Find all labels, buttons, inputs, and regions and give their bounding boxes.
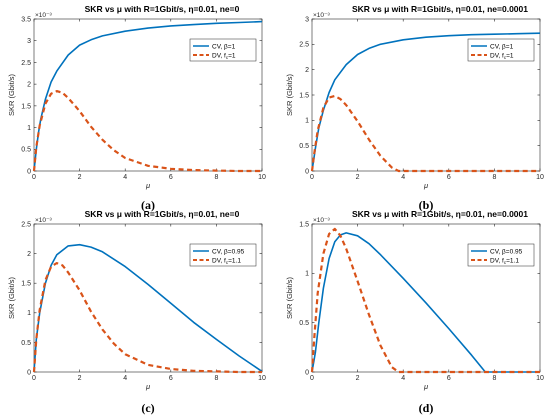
series-line-dv	[310, 94, 540, 173]
y-tick-label: 2	[27, 82, 31, 89]
x-tick-label: 2	[78, 375, 82, 382]
y-tick-label: 2.5	[21, 60, 31, 67]
y-tick-label: 0	[305, 369, 309, 376]
y-tick-label: 0.5	[21, 340, 31, 347]
x-tick-label: 6	[169, 375, 173, 382]
x-tick-label: 2	[78, 174, 82, 181]
legend-entry: CV, β=1	[490, 43, 514, 50]
y-tick-label: 0	[27, 369, 31, 376]
y-tick-label: 0.5	[299, 320, 309, 327]
legend-entry: DV, fc=1	[490, 52, 514, 60]
x-tick-label: 8	[214, 174, 218, 181]
series-line-dv	[32, 262, 262, 374]
x-tick-label: 10	[536, 174, 544, 181]
y-tick-label: 1	[305, 118, 309, 125]
panel-label: (a)	[141, 198, 155, 212]
y-axis-label: SKR (Gbit/s)	[7, 276, 16, 319]
legend: CV, β=1 DV, fc=1	[189, 38, 257, 62]
legend: CV, β=0.95 DV, fc=1.1	[467, 243, 535, 267]
x-tick-label: 4	[123, 174, 127, 181]
y-exponent-label: ×10⁻³	[313, 12, 330, 19]
x-tick-label: 4	[401, 174, 405, 181]
x-axis-label: μ	[145, 181, 150, 190]
y-tick-label: 1.5	[299, 92, 309, 99]
y-tick-label: 1	[27, 310, 31, 317]
chart-title: SKR vs μ with R=1Gbit/s, η=0.01, ne=0.00…	[352, 4, 528, 14]
series-line-dv	[310, 227, 540, 374]
y-axis-label: SKR (Gbit/s)	[285, 73, 294, 116]
x-tick-label: 4	[123, 375, 127, 382]
x-tick-label: 0	[32, 375, 36, 382]
x-tick-label: 10	[258, 375, 266, 382]
panel-label: (d)	[419, 401, 434, 415]
x-tick-label: 6	[169, 174, 173, 181]
y-tick-label: 1.5	[21, 281, 31, 288]
x-tick-label: 0	[32, 174, 36, 181]
y-tick-label: 1	[305, 271, 309, 278]
y-tick-label: 3.5	[21, 16, 31, 23]
chart-panel-a: 0 2 4 6 8 10 0 0.5 1 1.5 2 2.5 3 3.5 ×10⁻³ SKR vs μ wit…	[7, 4, 266, 212]
chart-panel-b: 0 2 4 6 8 10 0 0.5 1 1.5 2 2.5 3 ×10⁻³ SKR vs μ with R…	[285, 4, 544, 212]
legend-entry: DV, fc=1.1	[212, 257, 241, 265]
panel-label: (b)	[419, 198, 434, 212]
y-tick-label: 2	[27, 251, 31, 258]
legend: CV, β=0.95 DV, fc=1.1	[189, 243, 257, 267]
x-tick-label: 10	[258, 174, 266, 181]
legend: CV, β=1 DV, fc=1	[467, 38, 535, 62]
y-tick-label: 3	[27, 38, 31, 45]
y-tick-label: 0	[305, 168, 309, 175]
y-tick-label: 1.5	[299, 221, 309, 228]
x-tick-label: 2	[356, 174, 360, 181]
series-line-cv	[33, 20, 263, 172]
y-tick-label: 1.5	[21, 103, 31, 110]
legend-entry: CV, β=1	[212, 43, 236, 50]
y-exponent-label: ×10⁻³	[313, 217, 330, 224]
y-exponent-label: ×10⁻³	[35, 12, 52, 19]
x-tick-label: 4	[401, 375, 405, 382]
y-tick-label: 0	[27, 168, 31, 175]
series-line-dv	[32, 89, 262, 173]
y-axis-label: SKR (Gbit/s)	[7, 73, 16, 116]
chart-title: SKR vs μ with R=1Gbit/s, η=0.01, ne=0	[85, 4, 240, 14]
y-tick-label: 2.5	[21, 221, 31, 228]
x-axis-label: μ	[145, 382, 150, 391]
x-tick-label: 10	[536, 375, 544, 382]
y-tick-label: 2.5	[299, 42, 309, 49]
legend-entry: CV, β=0.95	[490, 248, 523, 255]
x-tick-label: 6	[447, 375, 451, 382]
x-axis-label: μ	[423, 382, 428, 391]
x-tick-label: 0	[310, 174, 314, 181]
y-tick-label: 2	[305, 67, 309, 74]
chart-title: SKR vs μ with R=1Gbit/s, η=0.01, ne=0	[85, 209, 240, 219]
x-tick-label: 0	[310, 375, 314, 382]
x-tick-label: 8	[492, 375, 496, 382]
panel-label: (c)	[141, 401, 154, 415]
legend-entry: DV, fc=1.1	[490, 257, 519, 265]
x-tick-label: 8	[492, 174, 496, 181]
legend-entry: DV, fc=1	[212, 52, 236, 60]
x-tick-label: 6	[447, 174, 451, 181]
legend-entry: CV, β=0.95	[212, 248, 245, 255]
y-exponent-label: ×10⁻³	[35, 217, 52, 224]
y-tick-label: 0.5	[21, 147, 31, 154]
y-tick-label: 1	[27, 125, 31, 132]
chart-title: SKR vs μ with R=1Gbit/s, η=0.01, ne=0.00…	[352, 209, 528, 219]
x-axis-label: μ	[423, 181, 428, 190]
y-tick-label: 0.5	[299, 143, 309, 150]
chart-panel-c: 0 2 4 6 8 10 0 0.5 1 1.5 2 2.5 ×10⁻³ SKR vs μ with R=…	[7, 209, 266, 415]
x-tick-label: 8	[214, 375, 218, 382]
chart-panel-d: 0 2 4 6 8 10 0 0.5 1 1.5 ×10⁻³ SKR vs μ with R=1Gbi…	[285, 209, 544, 415]
y-axis-label: SKR (Gbit/s)	[285, 276, 294, 319]
y-tick-label: 3	[305, 16, 309, 23]
x-tick-label: 2	[356, 375, 360, 382]
